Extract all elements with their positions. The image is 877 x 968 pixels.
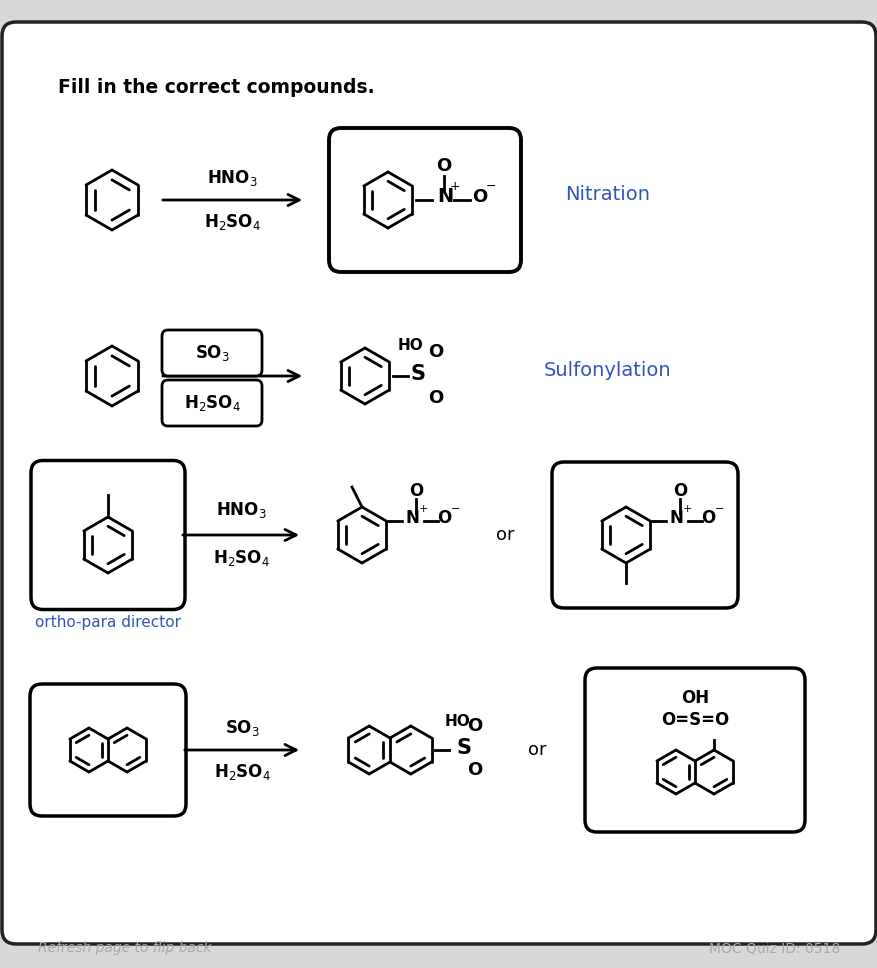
Text: H$_2$SO$_4$: H$_2$SO$_4$ (203, 212, 260, 232)
Text: O: O (467, 717, 481, 735)
Text: HO: HO (445, 714, 470, 730)
Text: O: O (427, 343, 443, 361)
Text: Refresh page to flip back: Refresh page to flip back (38, 941, 211, 955)
Text: ortho-para director: ortho-para director (35, 615, 181, 629)
Text: +: + (418, 504, 427, 514)
Text: −: − (485, 179, 496, 193)
Text: +: + (449, 179, 460, 193)
Text: −: − (714, 504, 724, 514)
Text: Sulfonylation: Sulfonylation (544, 361, 671, 380)
Text: O: O (437, 509, 451, 527)
Text: O: O (436, 157, 451, 175)
Text: −: − (450, 504, 460, 514)
Text: N: N (437, 188, 453, 206)
FancyBboxPatch shape (162, 330, 261, 376)
Text: H$_2$SO$_4$: H$_2$SO$_4$ (212, 548, 269, 568)
FancyBboxPatch shape (584, 668, 804, 832)
FancyBboxPatch shape (2, 22, 875, 944)
Text: or: or (496, 526, 514, 544)
Text: O: O (673, 482, 687, 500)
Text: SO$_3$: SO$_3$ (195, 343, 229, 363)
Text: S: S (410, 364, 425, 384)
Text: OH: OH (681, 689, 709, 707)
Text: O: O (701, 509, 715, 527)
FancyBboxPatch shape (31, 461, 185, 610)
Text: or: or (527, 741, 545, 759)
Text: Fill in the correct compounds.: Fill in the correct compounds. (58, 78, 374, 97)
Text: N: N (668, 509, 682, 527)
Text: Nitration: Nitration (565, 186, 650, 204)
Text: H$_2$SO$_4$: H$_2$SO$_4$ (183, 393, 240, 413)
FancyBboxPatch shape (162, 380, 261, 426)
Text: O=S=O: O=S=O (660, 711, 728, 729)
Text: O: O (467, 761, 481, 779)
Text: H$_2$SO$_4$: H$_2$SO$_4$ (213, 762, 270, 782)
Text: S: S (456, 738, 471, 758)
Text: MOC Quiz ID: 0518: MOC Quiz ID: 0518 (708, 941, 839, 955)
Text: +: + (681, 504, 691, 514)
FancyBboxPatch shape (329, 128, 520, 272)
Text: HNO$_3$: HNO$_3$ (216, 500, 266, 520)
Text: O: O (472, 188, 487, 206)
FancyBboxPatch shape (552, 462, 738, 608)
Text: O: O (427, 389, 443, 407)
Text: HO: HO (397, 339, 424, 353)
Text: O: O (409, 482, 423, 500)
FancyBboxPatch shape (30, 684, 186, 816)
Text: HNO$_3$: HNO$_3$ (206, 168, 257, 188)
Text: SO$_3$: SO$_3$ (225, 718, 259, 738)
Text: N: N (405, 509, 418, 527)
